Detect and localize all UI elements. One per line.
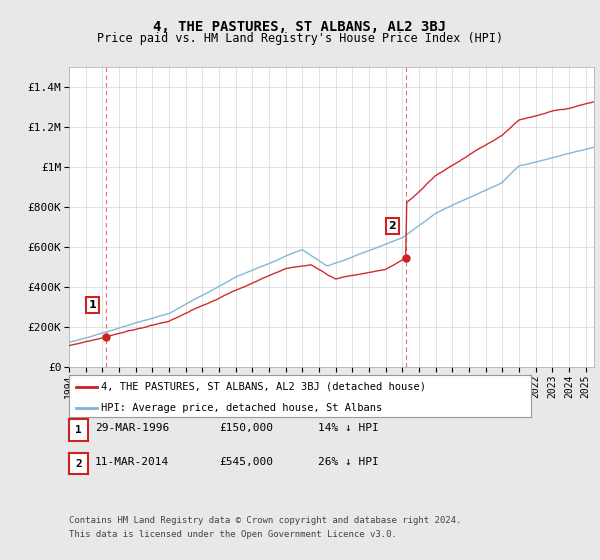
- Text: 14% ↓ HPI: 14% ↓ HPI: [318, 423, 379, 433]
- Text: 29-MAR-1996: 29-MAR-1996: [95, 423, 169, 433]
- Text: Price paid vs. HM Land Registry's House Price Index (HPI): Price paid vs. HM Land Registry's House …: [97, 32, 503, 45]
- Text: £545,000: £545,000: [219, 457, 273, 467]
- Text: 2: 2: [388, 221, 396, 231]
- Text: Contains HM Land Registry data © Crown copyright and database right 2024.: Contains HM Land Registry data © Crown c…: [69, 516, 461, 525]
- Text: This data is licensed under the Open Government Licence v3.0.: This data is licensed under the Open Gov…: [69, 530, 397, 539]
- Text: 26% ↓ HPI: 26% ↓ HPI: [318, 457, 379, 467]
- Text: HPI: Average price, detached house, St Albans: HPI: Average price, detached house, St A…: [101, 403, 383, 413]
- Text: 4, THE PASTURES, ST ALBANS, AL2 3BJ: 4, THE PASTURES, ST ALBANS, AL2 3BJ: [154, 20, 446, 34]
- Text: 11-MAR-2014: 11-MAR-2014: [95, 457, 169, 467]
- Text: 1: 1: [75, 425, 82, 435]
- Text: £150,000: £150,000: [219, 423, 273, 433]
- Text: 2: 2: [75, 459, 82, 469]
- Text: 4, THE PASTURES, ST ALBANS, AL2 3BJ (detached house): 4, THE PASTURES, ST ALBANS, AL2 3BJ (det…: [101, 381, 427, 391]
- Text: 1: 1: [89, 300, 97, 310]
